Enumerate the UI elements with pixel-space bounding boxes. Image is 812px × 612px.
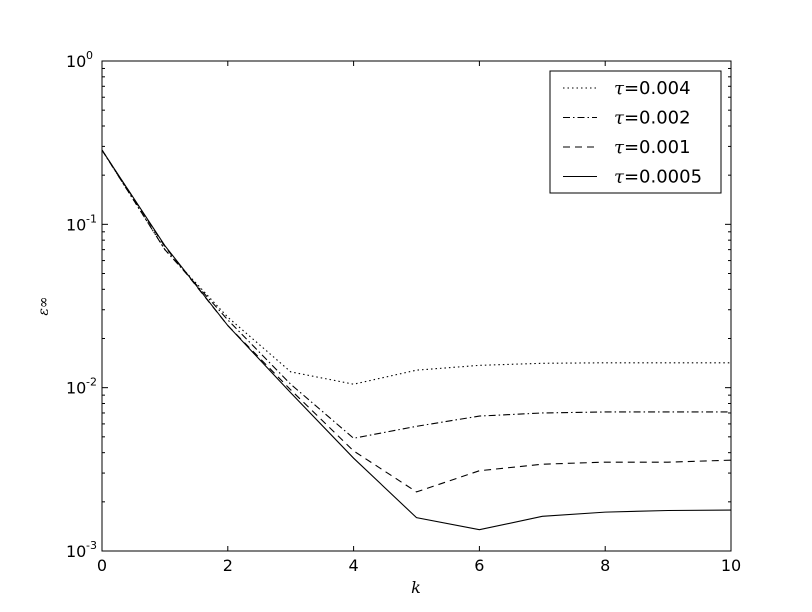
y-tick-base: 10 <box>66 379 86 398</box>
x-axis-label: k <box>411 578 421 597</box>
legend-item: τ=0.002 <box>563 108 691 129</box>
legend-item: τ=0.0005 <box>563 167 702 188</box>
legend-box <box>549 70 722 194</box>
legend-item: τ=0.004 <box>563 78 691 99</box>
x-tick-label: 0 <box>97 556 107 575</box>
x-tick-label: 8 <box>600 556 610 575</box>
legend-label: τ=0.002 <box>614 108 691 129</box>
series-layer <box>101 149 732 531</box>
y-tick-label: 10 -2 <box>66 376 97 398</box>
y-tick-base: 10 <box>66 215 86 234</box>
x-tick-label: 2 <box>223 556 233 575</box>
x-tick-label: 6 <box>474 556 484 575</box>
y-tick-exponent: -3 <box>86 539 97 552</box>
y-tick-label: 10 -3 <box>66 539 97 561</box>
y-tick-label: 10 0 <box>66 49 93 71</box>
y-tick-base: 10 <box>66 542 86 561</box>
y-tick-exponent: -2 <box>86 376 97 389</box>
series-line-2 <box>101 149 731 439</box>
y-tick-exponent: 0 <box>86 49 93 62</box>
y-axis-label: ε∞ <box>36 296 52 315</box>
legend-label: τ=0.0005 <box>614 167 702 188</box>
legend-label: τ=0.001 <box>614 137 691 158</box>
y-tick-base: 10 <box>66 52 86 71</box>
plot-frame <box>101 60 732 552</box>
series-line-4 <box>101 149 732 531</box>
y-tick-label: 10 -1 <box>66 212 97 234</box>
x-tick-label: 10 <box>721 556 741 575</box>
legend-item: τ=0.001 <box>563 137 691 158</box>
y-tick-exponent: -1 <box>86 212 97 225</box>
legend-label: τ=0.004 <box>614 78 691 99</box>
x-tick-label: 4 <box>349 556 359 575</box>
legend: τ=0.004 τ=0.002 τ=0.001 τ=0.0005 <box>549 70 722 194</box>
